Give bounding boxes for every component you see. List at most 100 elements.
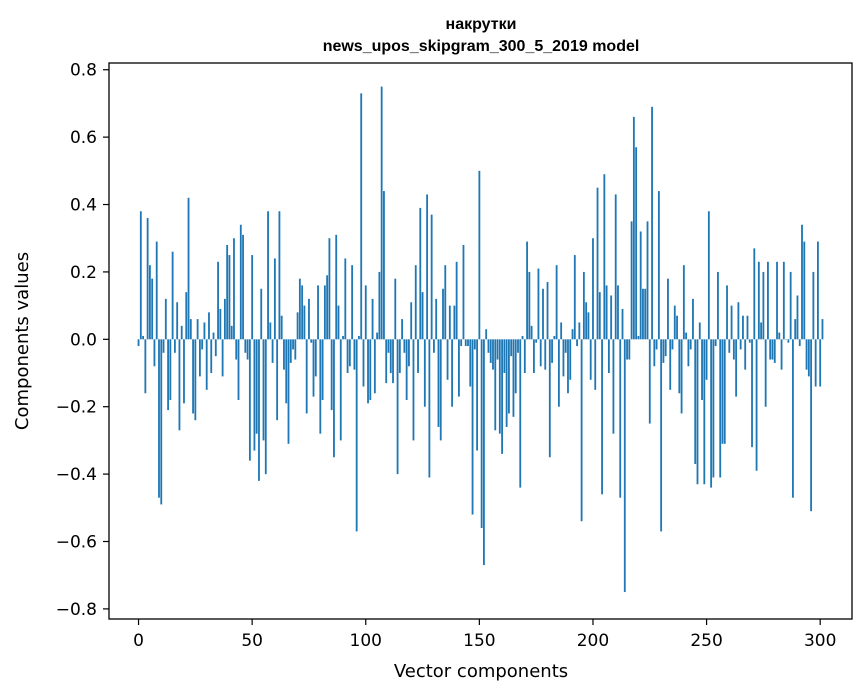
bar <box>571 329 574 340</box>
bar <box>230 325 233 340</box>
bar <box>551 339 553 363</box>
bar <box>410 302 413 340</box>
bar <box>451 339 454 407</box>
bar <box>755 339 758 471</box>
bar <box>246 339 249 360</box>
bar <box>573 255 576 340</box>
bar <box>635 147 638 340</box>
bar <box>514 339 517 394</box>
bar <box>398 339 401 374</box>
bar <box>787 339 790 343</box>
bar <box>351 265 354 340</box>
bar <box>539 339 542 367</box>
bar <box>258 339 260 481</box>
bar <box>714 339 717 347</box>
bar <box>244 339 247 353</box>
bar <box>517 339 519 353</box>
bar <box>469 339 472 387</box>
bar <box>437 339 440 427</box>
bar <box>408 339 410 367</box>
bar <box>623 339 626 593</box>
bar <box>735 339 738 397</box>
bar <box>692 298 694 340</box>
bar <box>651 106 653 340</box>
bar <box>676 315 678 340</box>
bar <box>414 265 417 340</box>
bar <box>212 332 215 340</box>
bar <box>180 325 183 340</box>
bar <box>342 335 344 340</box>
bar <box>778 332 781 340</box>
bar <box>189 319 192 340</box>
bar <box>548 339 551 458</box>
bar <box>430 214 433 340</box>
bar <box>546 282 549 340</box>
bar <box>192 339 194 414</box>
x-tick-label: 250 <box>690 631 722 651</box>
bar <box>435 298 438 340</box>
bar <box>155 241 158 340</box>
bar <box>183 339 185 404</box>
bar <box>376 332 379 340</box>
bar <box>401 319 404 340</box>
bar <box>137 339 140 347</box>
bar <box>667 278 669 340</box>
bar <box>462 244 465 340</box>
bar <box>423 339 426 407</box>
bar <box>710 339 713 488</box>
bar <box>453 305 456 340</box>
bar <box>805 339 808 370</box>
bar <box>255 339 258 434</box>
bar <box>369 339 372 400</box>
bar <box>446 339 449 380</box>
bar <box>717 271 719 340</box>
bar <box>698 322 701 340</box>
bar <box>267 211 269 340</box>
bar <box>312 339 315 397</box>
bar <box>705 339 708 380</box>
bar <box>333 339 335 458</box>
bar <box>248 339 251 461</box>
bar <box>626 339 628 360</box>
bar <box>335 234 338 340</box>
bar <box>807 339 810 377</box>
bar <box>473 339 476 350</box>
y-tick-label: −0.8 <box>56 600 97 620</box>
bar <box>226 244 229 340</box>
bar <box>396 339 399 475</box>
bar <box>555 265 558 340</box>
bar <box>728 339 731 353</box>
bar <box>301 285 304 340</box>
bar <box>346 339 349 374</box>
bar <box>298 278 301 340</box>
bar <box>219 308 222 340</box>
bar <box>630 221 633 340</box>
bar <box>730 305 733 340</box>
bar <box>360 93 363 340</box>
y-tick-label: −0.4 <box>56 465 97 485</box>
bar <box>235 339 238 360</box>
bar <box>251 255 254 340</box>
bar <box>530 325 533 340</box>
bar <box>760 322 763 340</box>
bar <box>671 339 674 350</box>
bar <box>803 241 806 340</box>
bar <box>751 339 753 448</box>
bar <box>528 271 531 340</box>
bar <box>371 298 374 340</box>
bar <box>285 339 288 404</box>
bar <box>348 339 351 367</box>
bar <box>637 335 640 340</box>
bar <box>458 339 460 397</box>
bar <box>283 339 285 370</box>
bar <box>314 339 317 377</box>
bar <box>389 339 392 374</box>
bar <box>687 339 690 367</box>
bar <box>557 339 560 407</box>
bar <box>146 218 149 340</box>
bar <box>560 322 563 340</box>
bar <box>271 339 274 363</box>
bar <box>712 339 715 478</box>
bar <box>821 319 824 340</box>
bar <box>278 211 281 340</box>
